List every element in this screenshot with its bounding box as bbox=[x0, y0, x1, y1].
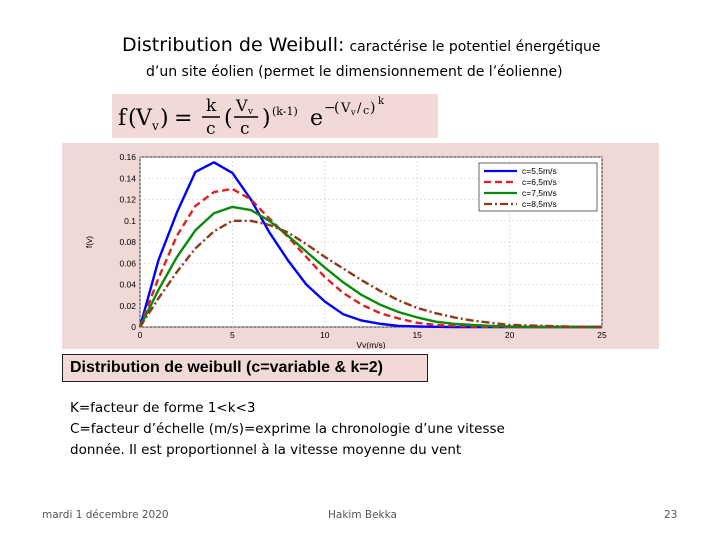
formula-f: f bbox=[118, 106, 128, 131]
formula-paren-open: ( bbox=[128, 106, 137, 131]
y-tick-label: 0.04 bbox=[119, 280, 136, 290]
x-tick-label: 15 bbox=[412, 330, 422, 340]
legend-label-4: c=8,5m/s bbox=[522, 199, 557, 209]
series-line-2 bbox=[138, 187, 602, 329]
formula-v-num: V bbox=[235, 96, 248, 115]
body-text: K=facteur de forme 1<k<3 C=facteur d’éch… bbox=[70, 398, 590, 461]
formula-v-num-sub: v bbox=[247, 107, 254, 117]
y-axis-label: f(v) bbox=[84, 236, 94, 248]
y-tick-label: 0.1 bbox=[124, 216, 136, 226]
body-line-proportional: donnée. Il est proportionnel à la vitess… bbox=[70, 442, 462, 458]
x-tick-label: 0 bbox=[138, 330, 143, 340]
formula-c-den-2: c bbox=[240, 119, 250, 138]
weibull-formula: f ( V v ) = k c ( V v c ) (k-1) e − ( V … bbox=[112, 94, 438, 138]
formula-paren3-close: ) bbox=[370, 100, 375, 116]
slide-title: Distribution de Weibull: caractérise le … bbox=[122, 34, 682, 56]
formula-outer-exp: k bbox=[378, 96, 385, 107]
formula-paren2-open: ( bbox=[224, 106, 233, 131]
chart-caption: Distribution de weibull (c=variable & k=… bbox=[62, 354, 428, 382]
legend-label-2: c=6,5m/s bbox=[522, 177, 557, 187]
x-tick-label: 20 bbox=[505, 330, 515, 340]
formula-svg: f ( V v ) = k c ( V v c ) (k-1) e − ( V … bbox=[118, 96, 385, 138]
weibull-chart-panel: 0 0.02 0.04 0.06 0.08 0.1 0.12 0.14 0.16 0 5 10 15 20… bbox=[62, 143, 659, 350]
x-tick-label: 5 bbox=[230, 330, 235, 340]
x-tick-label: 10 bbox=[320, 330, 330, 340]
weibull-chart: 0 0.02 0.04 0.06 0.08 0.1 0.12 0.14 0.16 0 5 10 15 20… bbox=[84, 152, 607, 350]
y-tick-label: 0.12 bbox=[119, 195, 136, 205]
body-line-shape-factor: K=facteur de forme 1<k<3 bbox=[70, 400, 256, 416]
slide-title-rest: caractérise le potentiel énergétique bbox=[349, 39, 601, 55]
formula-slash: / bbox=[357, 101, 362, 116]
y-tick-label: 0.16 bbox=[119, 152, 136, 162]
formula-power: (k-1) bbox=[272, 105, 298, 118]
footer-date: mardi 1 décembre 2020 bbox=[42, 509, 169, 521]
footer-author: Hakim Bekka bbox=[328, 509, 397, 521]
y-tick-label: 0.14 bbox=[119, 173, 136, 183]
slide-subtitle: d’un site éolien (permet le dimensionnem… bbox=[146, 64, 563, 80]
y-tick-label: 0.02 bbox=[119, 301, 136, 311]
series-line-4 bbox=[138, 219, 602, 329]
legend-box bbox=[478, 162, 598, 212]
legend-label-3: c=7,5m/s bbox=[522, 188, 557, 198]
footer-page-number: 23 bbox=[664, 509, 678, 521]
formula-v-exp: V bbox=[340, 101, 351, 116]
legend-label-1: c=5,5m/s bbox=[522, 166, 557, 176]
series-line-3 bbox=[138, 205, 602, 329]
formula-arg-sub: v bbox=[151, 119, 159, 133]
formula-paren-close: ) bbox=[160, 106, 169, 131]
formula-paren3-open: ( bbox=[334, 100, 339, 116]
formula-minus: − bbox=[324, 100, 336, 116]
x-axis-label: Vv(m/s) bbox=[356, 340, 385, 349]
formula-equals: = bbox=[174, 106, 192, 131]
y-tick-label: 0.06 bbox=[119, 258, 136, 268]
formula-c-exp: c bbox=[363, 104, 369, 117]
body-line-scale-factor: C=facteur d’échelle (m/s)=exprime la chr… bbox=[70, 421, 505, 437]
formula-k-num: k bbox=[206, 96, 217, 116]
formula-v-exp-sub: v bbox=[350, 108, 356, 117]
slide-title-main: Distribution de Weibull: bbox=[122, 34, 345, 56]
x-tick-label: 25 bbox=[597, 330, 607, 340]
formula-e: e bbox=[310, 106, 323, 131]
y-tick-label: 0.08 bbox=[119, 237, 136, 247]
formula-c-den: c bbox=[206, 119, 216, 138]
formula-arg: V bbox=[135, 106, 153, 131]
formula-paren2-close: ) bbox=[262, 106, 271, 131]
y-tick-label: 0 bbox=[131, 322, 136, 332]
